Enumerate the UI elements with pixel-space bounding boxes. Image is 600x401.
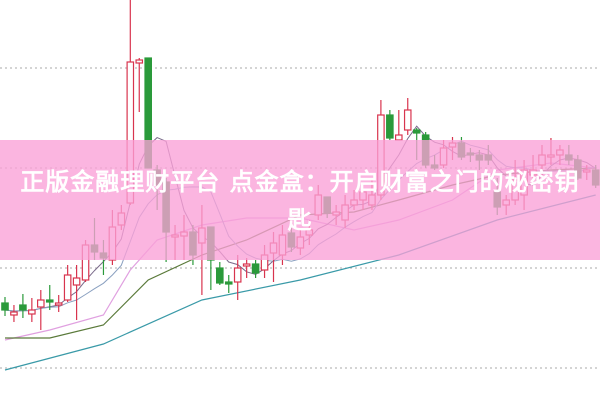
candle-body (386, 114, 394, 139)
candle-body (19, 304, 27, 311)
candle-body (1, 302, 9, 311)
candle-up (72, 265, 81, 320)
banner-title: 正版金融理财平台 点金盒：开启财富之门的秘密钥匙 (20, 168, 580, 234)
candle-up (135, 58, 144, 112)
candle-up (395, 110, 403, 141)
candle-up (36, 290, 45, 330)
candle-body (45, 299, 54, 303)
candle-down (216, 262, 224, 285)
candle-body (224, 281, 233, 285)
candle-down (386, 110, 394, 140)
candle-down (251, 260, 260, 278)
candle-body (251, 263, 260, 274)
title-banner (0, 140, 600, 260)
candle-up (63, 265, 72, 302)
candle-up (10, 305, 18, 322)
candle-up (54, 295, 63, 312)
candle-body (135, 59, 144, 64)
candle-up (233, 255, 242, 300)
candle-down (19, 294, 27, 318)
candle-down (1, 297, 9, 316)
candle-up (403, 98, 412, 135)
candle-body (10, 311, 18, 316)
candle-down (224, 275, 233, 293)
candle-body (403, 109, 412, 131)
candle-body (242, 263, 251, 267)
candle-body (72, 277, 81, 286)
candle-body (233, 267, 242, 283)
candle-body (28, 309, 36, 315)
candle-body (63, 274, 72, 301)
candle-body (54, 302, 63, 306)
candle-body (216, 267, 224, 284)
candle-down (45, 285, 54, 310)
candle-body (412, 129, 421, 134)
candle-up (28, 298, 36, 322)
candle-body (36, 299, 45, 308)
candle-up (242, 258, 251, 278)
